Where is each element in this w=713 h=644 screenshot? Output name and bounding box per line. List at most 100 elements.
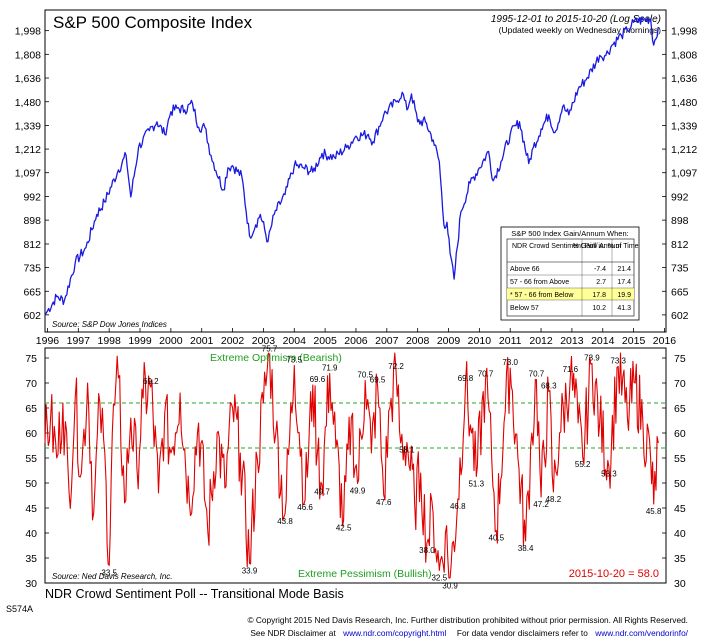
x-axis-ticks: 1996 1997 1998 1999 2000 2001 2002 2003 2004 2005… — [36, 328, 677, 347]
x-tick-label: 2012 — [529, 335, 553, 347]
y-tick-label-left: 812 — [23, 239, 41, 251]
y-tick-label-left: 45 — [25, 503, 37, 515]
y-tick-label-right: 602 — [671, 310, 689, 322]
x-tick-label: 2000 — [159, 335, 183, 347]
sp500-line — [44, 16, 659, 316]
top-chart-title: S&P 500 Composite Index — [53, 13, 253, 32]
x-tick-label: 2005 — [313, 335, 337, 347]
poll-annotation: 32.5 — [431, 574, 447, 583]
table-row-time: 19.9 — [617, 292, 631, 299]
y-tick-label-left: 70 — [25, 378, 37, 390]
x-tick-label: 1997 — [67, 335, 91, 347]
x-tick-label: 2008 — [406, 335, 430, 347]
y-tick-label-left: 50 — [25, 478, 37, 490]
y-tick-label-left: 665 — [23, 286, 41, 298]
x-tick-label: 2013 — [560, 335, 584, 347]
y-tick-label-right: 35 — [674, 553, 686, 565]
footer-copyright: © Copyright 2015 Ned Davis Research, Inc… — [247, 615, 688, 625]
poll-annotation: 46.6 — [297, 503, 313, 512]
y-tick-label-right: 665 — [671, 286, 689, 298]
poll-annotation: 51.3 — [468, 480, 484, 489]
x-tick-label: 2016 — [653, 335, 677, 347]
y-tick-label-right: 1,339 — [671, 120, 697, 132]
latest-value-label: 2015-10-20 = 58.0 — [569, 568, 659, 580]
y-tick-label-left: 60 — [25, 428, 37, 440]
y-tick-label-right: 1,998 — [671, 26, 697, 38]
poll-annotation: 69.8 — [458, 374, 474, 383]
footer-link-copyright[interactable]: www.ndr.com/copyright.html — [342, 628, 446, 638]
y-tick-label-left: 1,480 — [15, 97, 41, 109]
poll-annotation: 73.3 — [610, 357, 626, 366]
y-tick-label-right: 1,212 — [671, 144, 697, 156]
poll-annotation: 43.8 — [277, 517, 293, 526]
footer-link-vendorinfo[interactable]: www.ndr.com/vendorinfo/ — [594, 628, 688, 638]
chart-code: S574A — [6, 604, 33, 614]
gain-table: S&P 500 Index Gain/Annum When: NDR Crowd… — [500, 226, 640, 321]
x-tick-label: 2011 — [499, 335, 522, 347]
y-tick-label-right: 45 — [674, 503, 686, 515]
x-tick-label: 1996 — [36, 335, 60, 347]
table-row-gain: -7.4 — [594, 266, 606, 273]
poll-annotation: 69.6 — [310, 375, 326, 384]
y-tick-label-right: 735 — [671, 263, 689, 275]
y-tick-label-right: 65 — [674, 403, 686, 415]
table-header-2: % Gain/ Annum — [573, 243, 622, 250]
poll-annotation: 38.0 — [419, 546, 435, 555]
top-chart-source: Source: S&P Dow Jones Indices — [52, 320, 167, 329]
table-row-time: 21.4 — [617, 266, 631, 273]
x-tick-label: 2001 — [190, 335, 214, 347]
poll-annotations: 69.2 33.5 33.9 75.7 43.8 73.5 46.6 69.6 49.7 71.9… — [101, 345, 662, 591]
poll-annotation: 75.7 — [262, 345, 278, 354]
table-title: S&P 500 Index Gain/Annum When: — [511, 229, 628, 238]
poll-annotation: 30.9 — [442, 582, 458, 591]
poll-annotation: 69.2 — [143, 377, 159, 386]
poll-annotation: 68.3 — [541, 382, 557, 391]
y-tick-label-left: 75 — [25, 353, 37, 365]
poll-annotation: 33.5 — [101, 569, 117, 578]
poll-annotation: 73.0 — [502, 358, 518, 367]
x-tick-label: 2015 — [622, 335, 646, 347]
y-tick-label-left: 1,636 — [15, 73, 41, 85]
y-tick-label-left: 898 — [23, 215, 41, 227]
y-tick-label-left: 735 — [23, 263, 41, 275]
y-tick-label-right: 992 — [671, 192, 689, 204]
table-header-1: NDR Crowd Sentiment Poll is: — [512, 243, 605, 250]
zone-label-pessimism: Extreme Pessimism (Bullish) — [298, 568, 432, 580]
y-tick-label-left: 30 — [25, 578, 37, 590]
poll-annotation: 38.4 — [518, 544, 534, 553]
y-tick-label-right: 1,636 — [671, 73, 697, 85]
x-tick-label: 2009 — [437, 335, 461, 347]
y-tick-label-right: 75 — [674, 353, 686, 365]
y-tick-label-left: 55 — [25, 453, 37, 465]
poll-annotation: 49.7 — [314, 488, 330, 497]
table-row-label: Below 57 — [510, 305, 539, 312]
y-tick-label-left: 602 — [23, 310, 41, 322]
poll-annotation: 69.5 — [370, 376, 386, 385]
sentiment-poll-line — [44, 352, 659, 579]
top-chart-subtitle-2: (Updated weekly on Wednesday mornings) — [499, 25, 662, 35]
bottom-chart-title: NDR Crowd Sentiment Poll -- Transitional… — [45, 587, 344, 601]
y-tick-label-left: 1,339 — [15, 120, 41, 132]
poll-annotation: 49.9 — [350, 487, 366, 496]
poll-annotation: 42.5 — [336, 524, 352, 533]
y-tick-label-right: 55 — [674, 453, 686, 465]
poll-annotation: 48.2 — [546, 495, 562, 504]
poll-annotation: 53.3 — [601, 470, 617, 479]
table-row-label: * 57 - 66 from Below — [510, 292, 574, 299]
y-tick-label-right: 50 — [674, 478, 686, 490]
top-chart-subtitle: 1995-12-01 to 2015-10-20 (Log Scale) — [491, 14, 661, 25]
y-tick-label-right: 40 — [674, 528, 686, 540]
x-tick-label: 2007 — [375, 335, 399, 347]
y-tick-label-right: 812 — [671, 239, 689, 251]
table-highlight — [507, 288, 634, 300]
poll-annotation: 72.2 — [388, 362, 404, 371]
poll-annotation: 58.1 — [399, 446, 415, 455]
x-tick-label: 2010 — [468, 335, 492, 347]
table-row-label: 57 - 66 from Above — [510, 279, 569, 286]
y-tick-label-right: 30 — [674, 578, 686, 590]
poll-annotation: 55.2 — [575, 460, 591, 469]
table-row-label: Above 66 — [510, 266, 540, 273]
poll-annotation: 70.5 — [357, 371, 373, 380]
poll-annotation: 73.9 — [584, 354, 600, 363]
